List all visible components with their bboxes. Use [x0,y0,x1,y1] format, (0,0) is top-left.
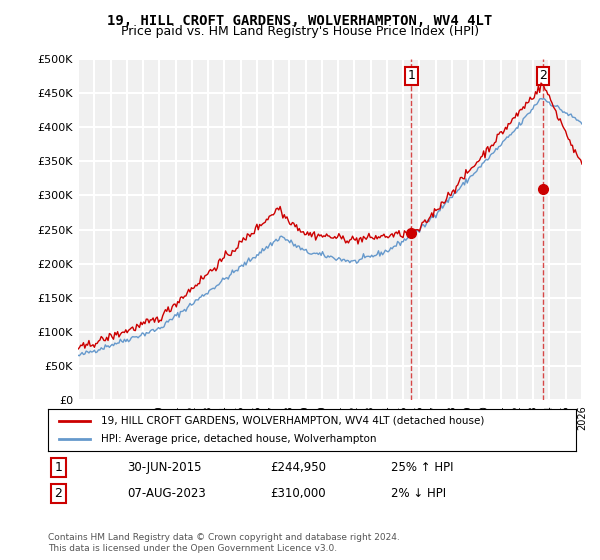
Text: £244,950: £244,950 [270,461,326,474]
Text: £310,000: £310,000 [270,487,325,500]
Text: 25% ↑ HPI: 25% ↑ HPI [391,461,454,474]
Text: Price paid vs. HM Land Registry's House Price Index (HPI): Price paid vs. HM Land Registry's House … [121,25,479,38]
Text: 1: 1 [407,69,415,82]
Text: 07-AUG-2023: 07-AUG-2023 [127,487,206,500]
Text: 1: 1 [55,461,62,474]
Text: 2% ↓ HPI: 2% ↓ HPI [391,487,446,500]
Text: 19, HILL CROFT GARDENS, WOLVERHAMPTON, WV4 4LT: 19, HILL CROFT GARDENS, WOLVERHAMPTON, W… [107,14,493,28]
Text: 30-JUN-2015: 30-JUN-2015 [127,461,202,474]
Text: Contains HM Land Registry data © Crown copyright and database right 2024.
This d: Contains HM Land Registry data © Crown c… [48,533,400,553]
Text: 2: 2 [55,487,62,500]
Text: HPI: Average price, detached house, Wolverhampton: HPI: Average price, detached house, Wolv… [101,434,376,444]
Text: 19, HILL CROFT GARDENS, WOLVERHAMPTON, WV4 4LT (detached house): 19, HILL CROFT GARDENS, WOLVERHAMPTON, W… [101,416,484,426]
Text: 2: 2 [539,69,547,82]
